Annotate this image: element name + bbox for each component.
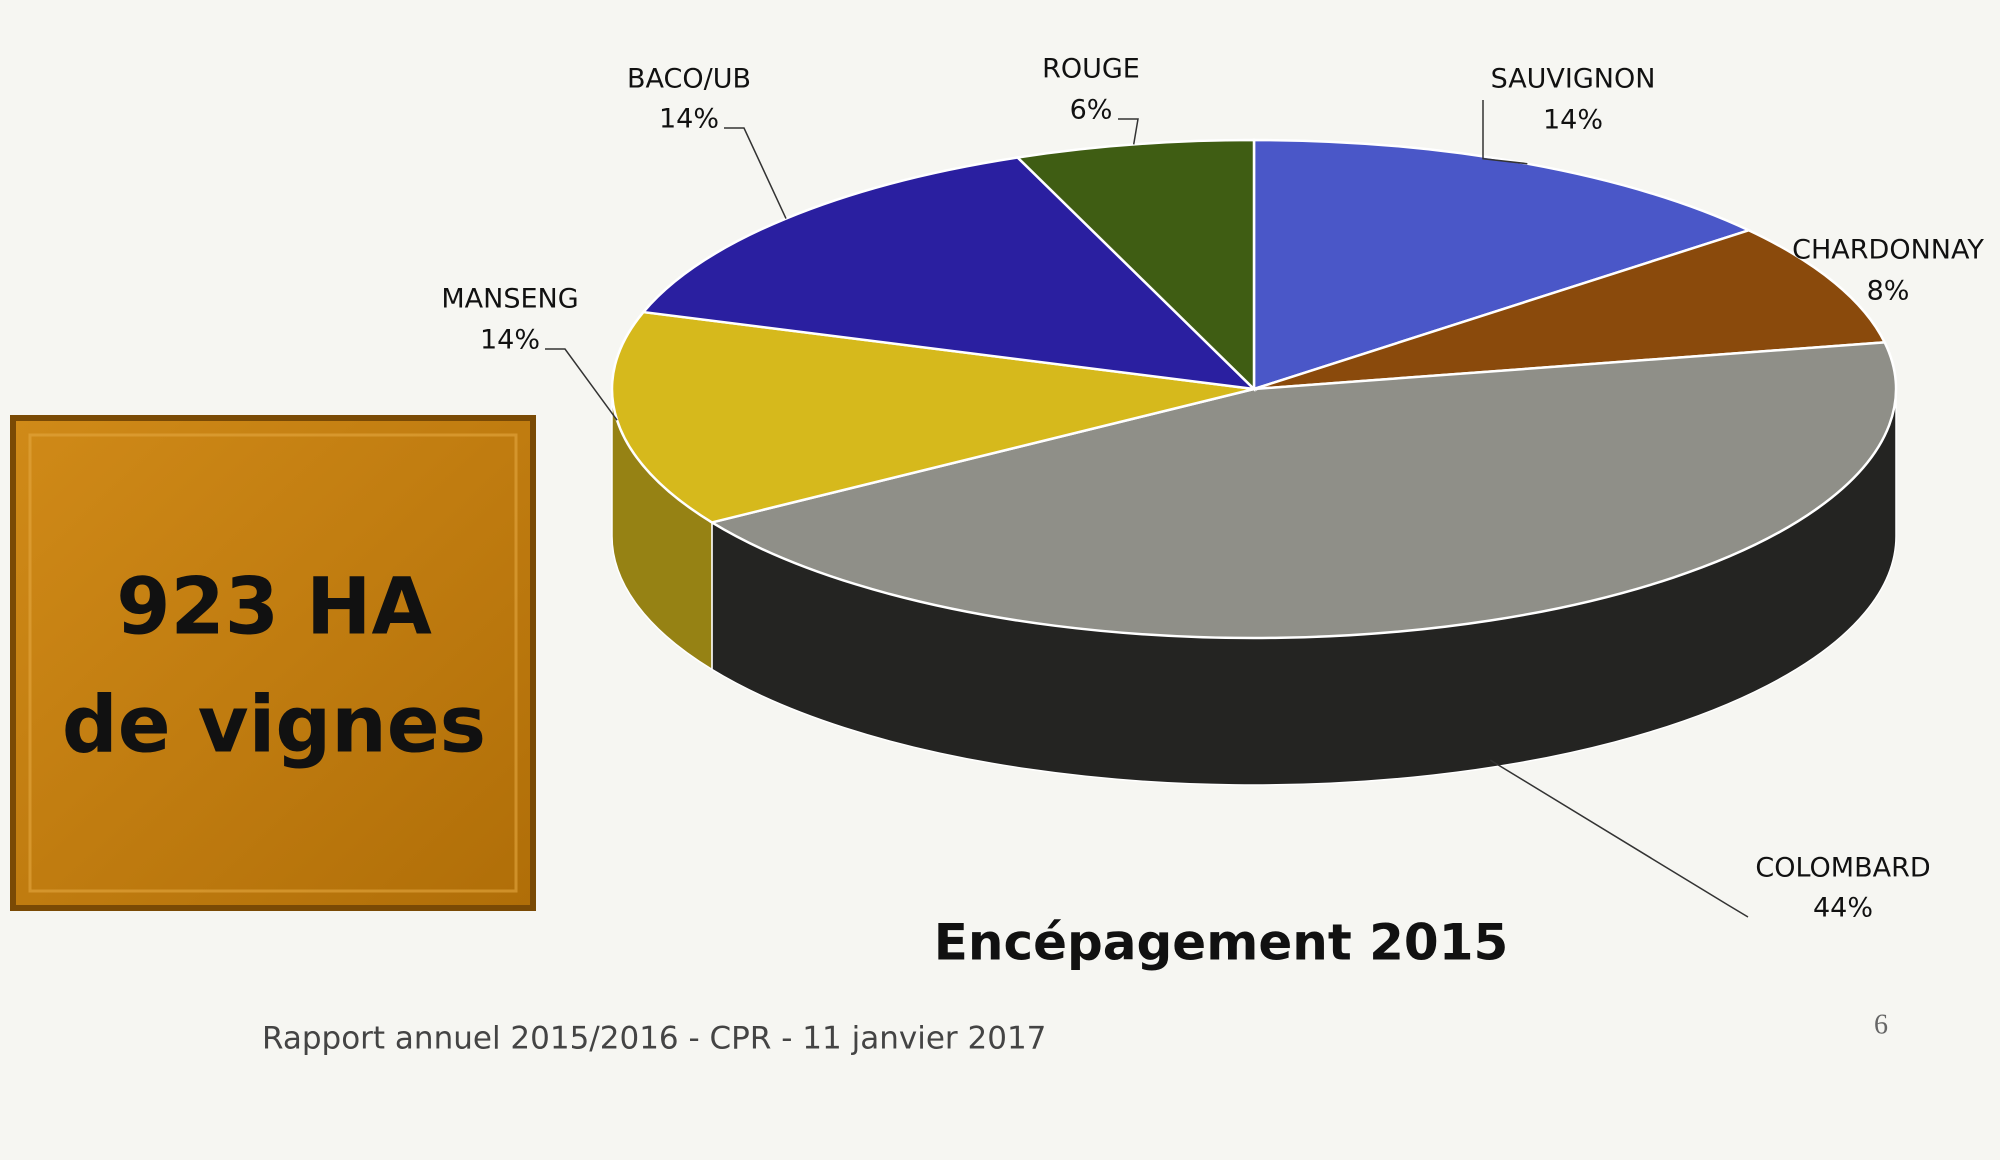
slice — [708, 341, 1898, 640]
leader-line — [1482, 100, 1528, 165]
value-label: 44% — [1813, 893, 1873, 924]
slice — [610, 310, 1255, 524]
value-label: 14% — [659, 104, 719, 135]
callout-line: 923 HA — [116, 562, 432, 652]
slice — [1253, 228, 1887, 391]
callout-box — [10, 415, 536, 911]
leader-line — [545, 348, 618, 421]
leader-line — [1489, 759, 1749, 918]
value-label: 8% — [1867, 276, 1910, 307]
slice-label: BACO/UB — [627, 64, 751, 95]
value-label: 6% — [1070, 95, 1113, 126]
slice-label: COLOMBARD — [1755, 853, 1930, 884]
slice — [640, 156, 1258, 391]
slice-label: CHARDONNAY — [1792, 235, 1984, 266]
value-label: 14% — [480, 325, 540, 356]
slice-label: MANSENG — [441, 284, 578, 315]
leader-line — [724, 127, 787, 219]
chart-title: Encépagement 2015 — [934, 914, 1509, 972]
slice-label: ROUGE — [1042, 54, 1140, 85]
callout-bevel — [28, 433, 518, 893]
callout-line: de vignes — [62, 680, 486, 770]
leader-line — [1118, 118, 1139, 145]
page-number: 6 — [1874, 1009, 1888, 1040]
slice — [1014, 138, 1256, 392]
slice-label: SAUVIGNON — [1491, 64, 1656, 95]
footer-text: Rapport annuel 2015/2016 - CPR - 11 janv… — [262, 1021, 1046, 1057]
pie-chart: SAUVIGNON 14% CHARDONNAY 8% COLOMBARD 44% MANS… — [441, 54, 1984, 924]
value-label: 14% — [1543, 105, 1603, 136]
